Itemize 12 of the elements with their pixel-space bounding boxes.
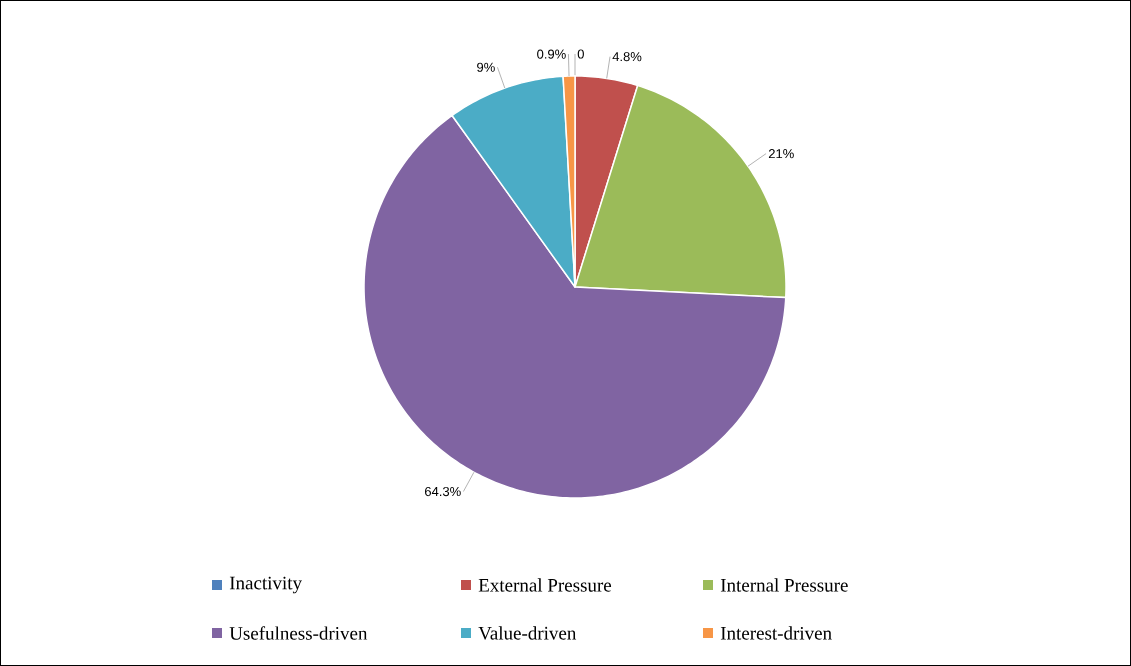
text: 0	[577, 49, 584, 59]
data-label: 21%	[768, 149, 794, 159]
legend-label: Value-driven	[478, 626, 577, 640]
legend-label: Interest-driven	[720, 626, 832, 640]
data-label: 4.8%	[612, 52, 642, 62]
data-label: 64.3%	[425, 486, 461, 497]
data-label: 9%	[477, 62, 495, 72]
legend-label: Inactivity	[229, 576, 302, 594]
legend-label: Usefulness-driven	[229, 626, 368, 640]
legend-label: External Pressure	[478, 578, 612, 592]
legend-label: Internal Pressure	[720, 578, 848, 592]
data-label: 0.9%	[537, 49, 566, 59]
